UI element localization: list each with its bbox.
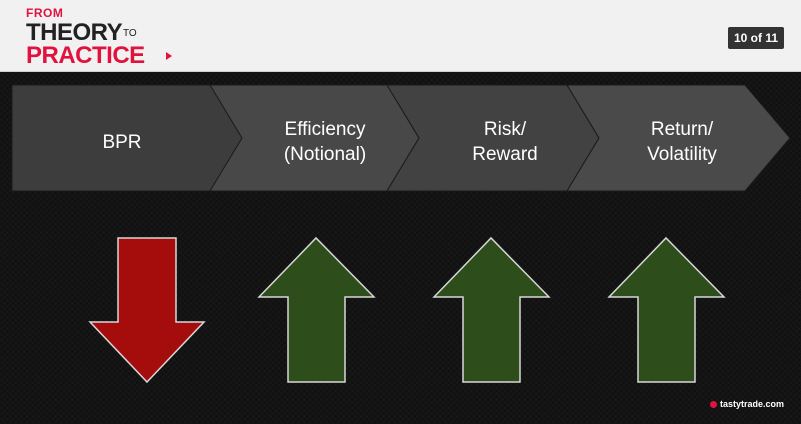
watermark-text: tastytrade.com [720,399,785,409]
step-label-return-volatility: Return/ Volatility [614,117,750,167]
play-triangle-icon [166,52,172,60]
step-label-efficiency: Efficiency (Notional) [255,117,395,167]
arrow-up-icon [257,236,376,383]
logo-to-text: TO [123,28,137,39]
arrow-up-icon [432,236,551,383]
page-indicator: 10 of 11 [728,27,784,49]
logo-practice-text: PRACTICE [26,42,145,69]
step-label-line: (Notional) [283,144,367,165]
logo-from-text: FROM [26,6,64,20]
theory-to-practice-logo: FROM THEORY TO PRACTICE [26,4,186,69]
step-label-line: Volatility [647,144,717,165]
step-label-risk-reward: Risk/ Reward [440,117,570,167]
step-label-line: Risk/ [483,119,527,140]
arrow-up-icon [607,236,726,383]
step-label-line: Reward [472,144,538,165]
step-label-line: BPR [102,131,142,153]
cherry-icon [710,400,717,408]
step-label-line: Efficiency [284,119,366,140]
header-bar: FROM THEORY TO PRACTICE 10 of 11 [0,0,801,72]
tastytrade-watermark: tastytrade.com [710,396,784,412]
chevron-step-return-volatility [566,84,791,192]
step-label-line: Return/ [650,119,714,140]
step-label-bpr: BPR [62,117,182,167]
logo-theory-text: THEORY [26,19,123,46]
arrow-down-icon [88,237,206,384]
